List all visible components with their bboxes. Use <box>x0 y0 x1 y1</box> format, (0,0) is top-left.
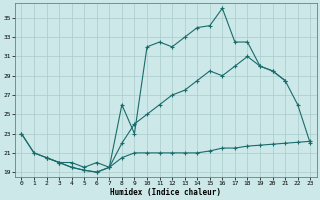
X-axis label: Humidex (Indice chaleur): Humidex (Indice chaleur) <box>110 188 221 197</box>
